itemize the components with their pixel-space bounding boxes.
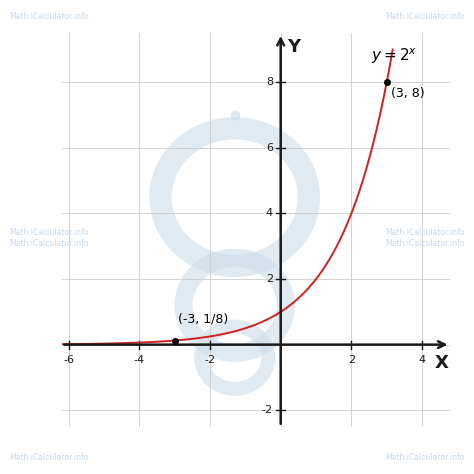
Text: Math.iCalculator.info: Math.iCalculator.info — [385, 228, 465, 237]
Text: (-3, 1/8): (-3, 1/8) — [178, 313, 228, 326]
Text: Math.iCalculator.info: Math.iCalculator.info — [385, 239, 465, 248]
Text: Math.iCalculator.info: Math.iCalculator.info — [9, 453, 89, 462]
Text: 2: 2 — [348, 355, 355, 365]
Text: Math.iCalculator.info: Math.iCalculator.info — [9, 12, 89, 21]
Text: $y = 2^x$: $y = 2^x$ — [371, 46, 417, 66]
Text: 8: 8 — [266, 77, 273, 87]
Text: -4: -4 — [134, 355, 145, 365]
Text: Math.iCalculator.info: Math.iCalculator.info — [385, 453, 465, 462]
Text: Y: Y — [287, 38, 300, 56]
Text: 6: 6 — [266, 143, 273, 153]
Text: -6: -6 — [63, 355, 74, 365]
Text: Math.iCalculator.info: Math.iCalculator.info — [385, 12, 465, 21]
Text: 4: 4 — [266, 209, 273, 219]
Text: (3, 8): (3, 8) — [391, 87, 425, 100]
Text: X: X — [435, 355, 448, 373]
Text: Math.iCalculator.info: Math.iCalculator.info — [9, 228, 89, 237]
Text: Math.iCalculator.info: Math.iCalculator.info — [9, 239, 89, 248]
Text: -2: -2 — [262, 405, 273, 415]
Text: 4: 4 — [419, 355, 426, 365]
Text: -2: -2 — [204, 355, 216, 365]
Text: 2: 2 — [266, 274, 273, 284]
